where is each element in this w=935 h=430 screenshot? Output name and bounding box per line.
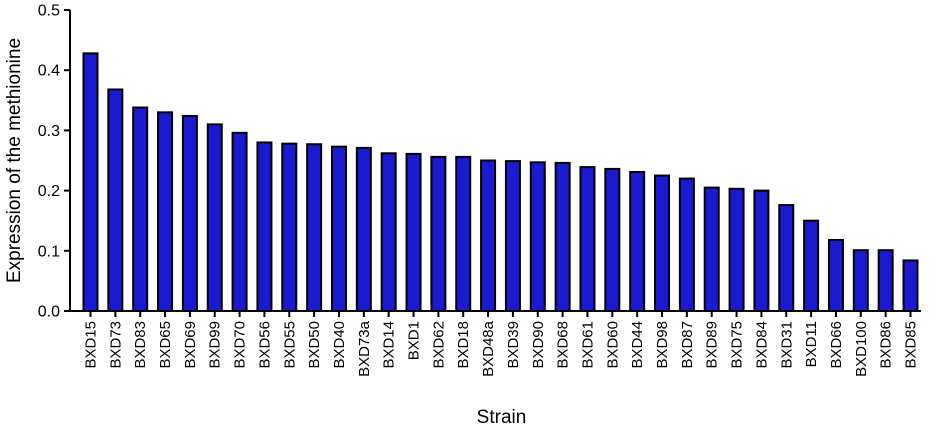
x-tick-label: BXD50 xyxy=(306,321,323,369)
x-tick-label: BXD75 xyxy=(729,321,746,369)
bar-bxd50 xyxy=(306,143,323,312)
bar-bxd31 xyxy=(778,204,795,313)
x-tick-label: BXD73 xyxy=(107,321,124,369)
bar-bxd83 xyxy=(132,106,149,312)
x-tick-label: BXD73a xyxy=(356,320,373,377)
x-tick-label: BXD100 xyxy=(853,321,870,377)
x-tick-label: BXD65 xyxy=(157,321,174,369)
bar-bxd15 xyxy=(82,52,99,313)
x-tick-label: BXD70 xyxy=(232,321,249,369)
x-tick-label: BXD56 xyxy=(256,321,273,369)
y-axis-ticks: 0.0 0.1 0.2 0.3 0.4 0.5 xyxy=(38,3,70,321)
x-tick-label: BXD90 xyxy=(530,321,547,369)
x-tick-label: BXD11 xyxy=(803,321,820,367)
bar-bxd11 xyxy=(803,219,820,312)
x-tick-label: BXD15 xyxy=(83,321,100,369)
bar-bxd62 xyxy=(430,155,447,312)
x-tick-label: BXD84 xyxy=(753,321,770,369)
x-tick-label: BXD31 xyxy=(778,321,795,369)
bar-bxd90 xyxy=(529,161,546,312)
x-tick-label: BXD40 xyxy=(331,321,348,369)
bar-bxd100 xyxy=(852,249,869,312)
y-tick-label: 0.4 xyxy=(38,63,60,80)
bar-bxd73a xyxy=(355,146,372,312)
x-tick-label: BXD44 xyxy=(629,321,646,369)
bar-bxd18 xyxy=(455,155,472,312)
x-tick-label: BXD89 xyxy=(704,321,721,369)
x-tick-label: BXD55 xyxy=(281,321,298,369)
bar-bxd39 xyxy=(504,160,521,312)
y-tick-label: 0.1 xyxy=(38,243,60,260)
x-axis-title: Strain xyxy=(477,407,527,428)
bar-bxd60 xyxy=(604,167,621,312)
y-tick-label: 0.0 xyxy=(38,304,60,321)
x-tick-label: BXD87 xyxy=(679,321,696,369)
x-tick-label: BXD39 xyxy=(505,321,522,369)
x-tick-label: BXD98 xyxy=(654,321,671,369)
x-tick-label: BXD61 xyxy=(579,321,596,369)
x-tick-label: BXD1 xyxy=(406,321,423,360)
x-tick-label: BXD14 xyxy=(381,321,398,369)
x-tick-label: BXD85 xyxy=(903,321,920,369)
y-tick-label: 0.5 xyxy=(38,3,60,20)
y-tick-label: 0.3 xyxy=(38,123,60,140)
bar-bxd73 xyxy=(107,88,124,312)
bar-bxd56 xyxy=(256,141,273,312)
bar-bxd89 xyxy=(703,186,720,312)
bar-bxd55 xyxy=(281,142,298,312)
bar-bxd85 xyxy=(902,259,919,313)
bar-bxd98 xyxy=(654,174,671,312)
x-tick-label: BXD18 xyxy=(455,321,472,369)
bar-bxd65 xyxy=(157,111,174,312)
bars-group xyxy=(82,52,919,313)
bar-bxd68 xyxy=(554,161,571,312)
bar-bxd99 xyxy=(206,123,223,312)
bar-bxd66 xyxy=(827,238,844,313)
bar-bxd61 xyxy=(579,166,596,312)
bar-bxd86 xyxy=(877,249,894,312)
bar-bxd1 xyxy=(405,152,422,312)
x-tick-label: BXD62 xyxy=(430,321,447,369)
x-tick-label: BXD60 xyxy=(604,321,621,369)
x-tick-label: BXD99 xyxy=(207,321,224,369)
bar-bxd87 xyxy=(678,177,695,312)
x-tick-labels: BXD15 BXD73 BXD83 BXD65 BXD69 BXD99 BXD70 BXD56… xyxy=(83,311,920,377)
x-tick-label: BXD86 xyxy=(878,321,895,369)
x-tick-label: BXD69 xyxy=(182,321,199,369)
bar-bxd70 xyxy=(231,131,248,312)
y-tick-label: 0.2 xyxy=(38,183,60,200)
x-tick-label: BXD48a xyxy=(480,320,497,377)
bar-bxd75 xyxy=(728,187,745,313)
bar-bxd69 xyxy=(181,114,198,313)
x-tick-label: BXD83 xyxy=(132,321,149,369)
y-axis-title: Expression of the methionine xyxy=(4,38,25,283)
bar-bxd44 xyxy=(629,170,646,312)
bar-bxd40 xyxy=(330,145,347,312)
bar-bxd84 xyxy=(753,189,770,313)
bar-bxd48a xyxy=(480,159,497,312)
bar-bxd14 xyxy=(380,152,397,312)
x-tick-label: BXD68 xyxy=(555,321,572,369)
x-tick-label: BXD66 xyxy=(828,321,845,369)
